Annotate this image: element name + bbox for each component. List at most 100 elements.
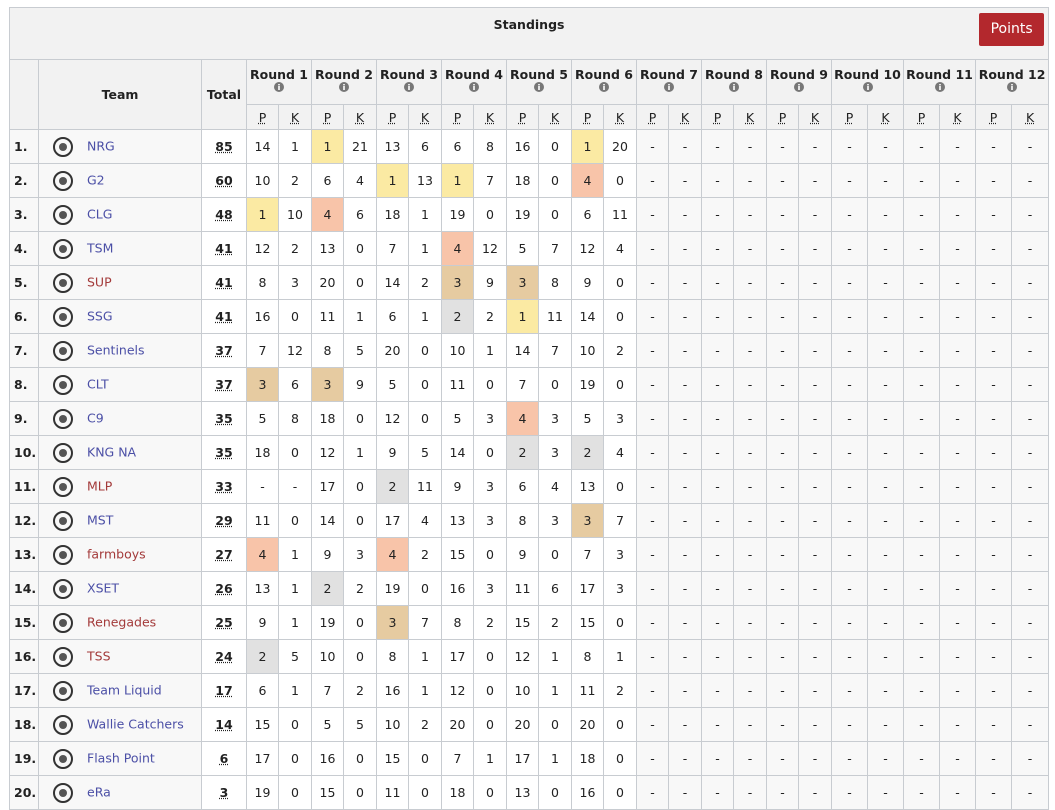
- score-cell: 15: [376, 741, 409, 776]
- score-cell: 0: [343, 265, 377, 300]
- score-cell: 0: [473, 367, 507, 402]
- score-cell: -: [831, 333, 868, 368]
- info-icon: [934, 82, 945, 92]
- score-cell: -: [1010, 571, 1050, 606]
- team-name[interactable]: TSM: [87, 240, 114, 255]
- score-cell: -: [903, 299, 940, 334]
- total-value: 14: [215, 717, 233, 732]
- score-cell: 19: [376, 571, 409, 606]
- score-cell: 12: [441, 673, 474, 708]
- score-cell: -: [867, 401, 904, 436]
- sub-header: P: [766, 104, 799, 130]
- score-cell: -: [903, 435, 940, 470]
- score-cell: 6: [408, 129, 442, 164]
- score-cell: 15: [506, 605, 539, 640]
- info-icon: [404, 82, 414, 92]
- score-cell: 1: [408, 231, 442, 266]
- score-cell: 6: [441, 129, 474, 164]
- title-text: Standings: [493, 17, 565, 32]
- team-name[interactable]: XSET: [87, 580, 120, 595]
- score-cell: 3: [473, 401, 507, 436]
- score-cell: -: [636, 299, 669, 334]
- team-name[interactable]: SSG: [87, 308, 113, 323]
- score-cell: -: [867, 197, 904, 232]
- sub-header: K: [867, 104, 904, 130]
- team-name[interactable]: Wallie Catchers: [87, 716, 184, 731]
- score-cell: 1: [376, 163, 409, 198]
- team-name[interactable]: Renegades: [87, 614, 157, 629]
- score-cell: 13: [571, 469, 604, 504]
- team-name[interactable]: SUP: [87, 274, 112, 289]
- score-cell: 2: [311, 571, 344, 606]
- score-cell: 19: [571, 367, 604, 402]
- team-name[interactable]: G2: [87, 172, 105, 187]
- team-name[interactable]: C9: [87, 410, 104, 425]
- score-cell: -: [1010, 333, 1050, 368]
- rank: 11.: [9, 469, 39, 504]
- score-cell: 0: [343, 605, 377, 640]
- score-cell: -: [766, 401, 799, 436]
- score-cell: -: [766, 197, 799, 232]
- score-cell: 4: [603, 435, 637, 470]
- total-value: 48: [215, 207, 233, 222]
- score-cell: 18: [246, 435, 279, 470]
- score-cell: -: [766, 639, 799, 674]
- team-name[interactable]: Flash Point: [87, 750, 155, 765]
- score-cell: -: [831, 367, 868, 402]
- score-cell: -: [733, 775, 767, 810]
- score-cell: 1: [278, 571, 312, 606]
- team-name[interactable]: NRG: [87, 138, 115, 153]
- score-cell: -: [766, 129, 799, 164]
- rank: 19.: [9, 741, 39, 776]
- team-logo: [53, 748, 73, 769]
- score-cell: 0: [408, 775, 442, 810]
- score-cell: 12: [571, 231, 604, 266]
- score-cell: 5: [441, 401, 474, 436]
- score-cell: -: [798, 231, 832, 266]
- score-cell: -: [831, 299, 868, 334]
- team-name[interactable]: CLT: [87, 376, 109, 391]
- team-name[interactable]: farmboys: [87, 546, 146, 561]
- score-cell: -: [1010, 265, 1050, 300]
- score-cell: 14: [571, 299, 604, 334]
- rank: 4.: [9, 231, 39, 266]
- team-name[interactable]: CLG: [87, 206, 113, 221]
- team-cell: TSM: [38, 231, 202, 266]
- score-cell: -: [903, 673, 940, 708]
- team-name[interactable]: eRa: [87, 784, 111, 799]
- score-cell: -: [1010, 231, 1050, 266]
- score-cell: -: [939, 775, 976, 810]
- score-cell: 14: [311, 503, 344, 538]
- score-cell: -: [668, 605, 702, 640]
- sub-header: K: [798, 104, 832, 130]
- score-cell: -: [1010, 163, 1050, 198]
- team-name[interactable]: TSS: [87, 648, 111, 663]
- team-logo: [53, 680, 73, 701]
- team-name[interactable]: Team Liquid: [87, 682, 162, 697]
- score-cell: 4: [408, 503, 442, 538]
- score-cell: 20: [603, 129, 637, 164]
- total: 41: [201, 299, 247, 334]
- score-cell: -: [975, 571, 1012, 606]
- team-name[interactable]: Sentinels: [87, 342, 145, 357]
- score-cell: 8: [441, 605, 474, 640]
- team-row: 6. SSG 41 16 0 11 1 6 1 2 2 1 11 14 0- - - - - - - - - - - -: [9, 299, 1050, 334]
- team-cell: KNG NA: [38, 435, 202, 470]
- score-cell: 11: [603, 197, 637, 232]
- score-cell: -: [831, 503, 868, 538]
- score-cell: 12: [376, 401, 409, 436]
- team-name[interactable]: KNG NA: [87, 444, 137, 459]
- score-cell: 20: [571, 707, 604, 742]
- score-cell: -: [867, 639, 904, 674]
- score-cell: -: [798, 537, 832, 572]
- score-cell: -: [975, 537, 1012, 572]
- points-button[interactable]: Points: [979, 13, 1045, 46]
- info-icon: [469, 82, 479, 92]
- score-cell: 13: [408, 163, 442, 198]
- team-name[interactable]: MST: [87, 512, 114, 527]
- team-row: 10. KNG NA 35 18 0 12 1 9 5 14 0 2 3 2 4- - - - - - - - - - - -: [9, 435, 1050, 470]
- score-cell: 2: [473, 299, 507, 334]
- team-name[interactable]: MLP: [87, 478, 113, 493]
- score-cell: -: [975, 469, 1012, 504]
- score-cell: -: [1010, 401, 1050, 436]
